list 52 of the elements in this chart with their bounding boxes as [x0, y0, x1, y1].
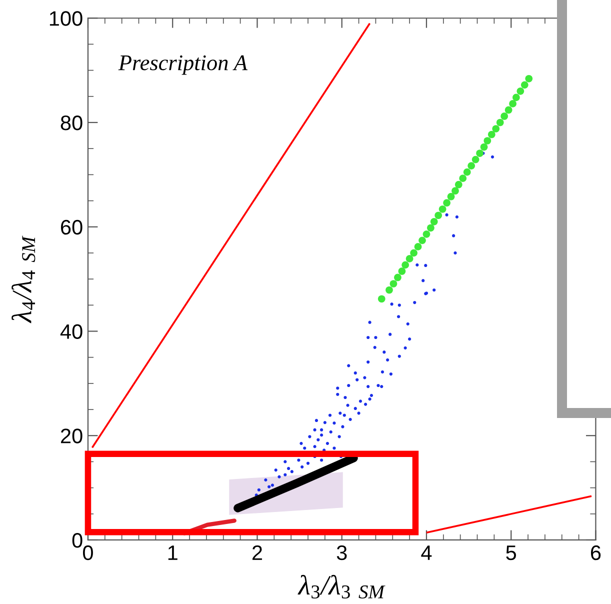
point	[398, 268, 406, 275]
x-tick-label: 6	[590, 545, 601, 560]
point	[525, 74, 533, 82]
y-tick-label: 40	[60, 324, 82, 339]
annotation: Prescription A	[118, 55, 248, 75]
point	[496, 118, 504, 126]
point	[386, 286, 393, 294]
point	[468, 162, 475, 170]
y-tick-label: 100	[50, 11, 82, 26]
y-tick-label: 20	[61, 428, 82, 444]
point	[516, 88, 524, 95]
point	[459, 174, 467, 182]
point	[484, 137, 492, 144]
y-tick-label: 60	[61, 220, 82, 235]
point	[492, 125, 500, 132]
point	[438, 205, 446, 213]
point	[488, 130, 496, 138]
y-tick-label: 80	[60, 115, 82, 130]
point	[454, 180, 462, 188]
point	[406, 255, 414, 262]
x-tick-label: 3	[336, 545, 347, 560]
point	[509, 100, 516, 108]
point	[504, 106, 512, 114]
point	[434, 212, 442, 220]
point	[472, 156, 480, 164]
point	[402, 261, 409, 269]
point	[512, 94, 520, 102]
x-tick-label: 2	[252, 545, 262, 560]
point	[410, 249, 418, 257]
point	[447, 192, 455, 200]
point	[414, 243, 422, 250]
x-axis-title: λ$_{3}$/λ$_{3 SM}$	[298, 574, 386, 598]
point	[476, 150, 484, 157]
point	[463, 168, 471, 176]
point	[427, 224, 434, 232]
point	[390, 280, 398, 288]
x-tick-label: 4	[421, 546, 432, 560]
point	[430, 218, 438, 226]
point	[480, 143, 488, 151]
point	[500, 112, 508, 120]
point	[394, 274, 402, 282]
y-axis-title: λ$_{4}$/λ$_{4 SM}$	[12, 236, 36, 324]
point	[378, 295, 386, 303]
point	[418, 236, 426, 244]
point	[520, 81, 528, 89]
y-tick-label: 0	[72, 532, 82, 548]
point	[443, 199, 450, 207]
x-tick-label: 1	[168, 546, 178, 560]
x-tick-label: 0	[83, 545, 93, 560]
point	[452, 187, 459, 195]
point	[422, 230, 430, 238]
x-tick-label: 5	[506, 546, 516, 560]
